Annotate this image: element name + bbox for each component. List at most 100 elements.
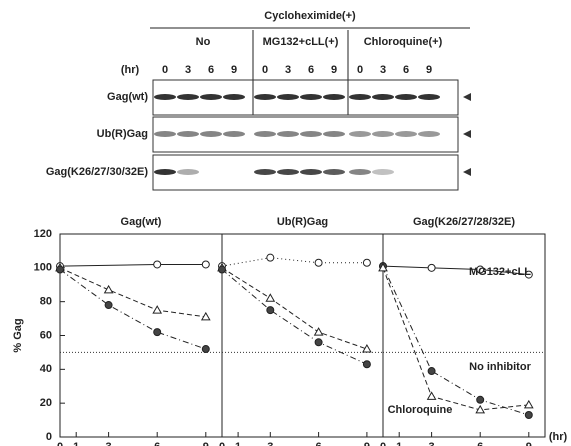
band <box>323 131 345 137</box>
x-tick-label: 0 <box>219 441 225 446</box>
marker <box>477 396 484 403</box>
band-arrow <box>463 168 471 176</box>
x-tick-label: 0 <box>380 441 386 446</box>
band <box>154 169 176 175</box>
time-tick: 6 <box>208 64 214 76</box>
y-tick-label: 0 <box>46 431 52 443</box>
band <box>372 131 394 137</box>
marker <box>525 412 532 419</box>
y-tick-label: 120 <box>34 228 52 240</box>
band <box>154 94 176 100</box>
band <box>177 94 199 100</box>
band <box>372 169 394 175</box>
time-tick: 3 <box>285 64 291 76</box>
y-tick-label: 60 <box>40 329 52 341</box>
plot-frame <box>222 234 383 437</box>
series-line <box>383 266 529 415</box>
band <box>254 94 276 100</box>
x-tick-label: 6 <box>477 441 483 446</box>
band <box>177 131 199 137</box>
row-label: Gag(K26/27/30/32E) <box>46 166 148 178</box>
figure: Cycloheximide(+) (hr) No 0 3 6 9 MG132+cLL(+)… <box>0 0 571 446</box>
chart-title: Gag(wt) <box>121 216 162 228</box>
marker <box>105 302 112 309</box>
marker <box>363 361 370 368</box>
group-label: MG132+cLL(+) <box>263 36 339 48</box>
x-tick-label: 3 <box>429 441 435 446</box>
marker <box>219 266 226 273</box>
x-tick-label: 9 <box>526 441 532 446</box>
time-tick: 6 <box>308 64 314 76</box>
x-tick-label: 6 <box>316 441 322 446</box>
band <box>323 169 345 175</box>
marker <box>315 339 322 346</box>
band <box>349 94 371 100</box>
x-tick-label: 9 <box>203 441 209 446</box>
band <box>300 169 322 175</box>
row-label: Gag(wt) <box>107 91 148 103</box>
x-tick-label: 3 <box>106 441 112 446</box>
band <box>300 94 322 100</box>
band <box>395 131 417 137</box>
marker <box>428 392 436 399</box>
group-label: No <box>196 36 211 48</box>
marker <box>315 328 323 335</box>
band <box>418 94 440 100</box>
time-tick: 9 <box>426 64 432 76</box>
time-tick: 0 <box>262 64 268 76</box>
series-line <box>60 268 206 317</box>
marker <box>202 346 209 353</box>
marker <box>525 401 533 408</box>
band <box>254 131 276 137</box>
x-tick-label: 1 <box>73 441 79 446</box>
series-line <box>383 268 529 410</box>
marker <box>267 254 274 261</box>
band <box>200 131 222 137</box>
band <box>277 169 299 175</box>
series-label: Chloroquine <box>388 404 453 416</box>
time-tick: 3 <box>380 64 386 76</box>
chart-title: Gag(K26/27/28/32E) <box>413 216 515 228</box>
marker <box>428 368 435 375</box>
x-tick-label: 9 <box>364 441 370 446</box>
x-tick-label: 3 <box>267 441 273 446</box>
y-label: % Gag <box>12 318 24 352</box>
series-line <box>60 270 206 350</box>
marker <box>154 261 161 268</box>
x-tick-label: 1 <box>235 441 241 446</box>
band <box>395 94 417 100</box>
y-tick-label: 80 <box>40 296 52 308</box>
time-tick: 9 <box>231 64 237 76</box>
marker <box>363 259 370 266</box>
band <box>349 131 371 137</box>
marker <box>266 294 274 301</box>
marker <box>202 261 209 268</box>
time-tick: 9 <box>331 64 337 76</box>
series-line <box>222 258 367 266</box>
series-line <box>222 270 367 365</box>
x-tick-label: 6 <box>154 441 160 446</box>
marker <box>267 307 274 314</box>
time-tick: 6 <box>403 64 409 76</box>
band <box>223 131 245 137</box>
series-label: No inhibitor <box>469 361 531 373</box>
band-arrow <box>463 93 471 101</box>
row-label: Ub(R)Gag <box>97 128 148 140</box>
band <box>277 94 299 100</box>
blot-title: Cycloheximide(+) <box>264 10 356 22</box>
band <box>223 94 245 100</box>
marker <box>428 264 435 271</box>
y-tick-label: 40 <box>40 363 52 375</box>
time-label: (hr) <box>121 64 140 76</box>
band <box>372 94 394 100</box>
marker <box>105 286 113 293</box>
group-label: Chloroquine(+) <box>364 36 443 48</box>
marker <box>57 266 64 273</box>
band <box>277 131 299 137</box>
time-tick: 0 <box>357 64 363 76</box>
series-line <box>60 264 206 266</box>
time-tick: 0 <box>162 64 168 76</box>
band <box>300 131 322 137</box>
time-tick: 3 <box>185 64 191 76</box>
band-arrow <box>463 130 471 138</box>
